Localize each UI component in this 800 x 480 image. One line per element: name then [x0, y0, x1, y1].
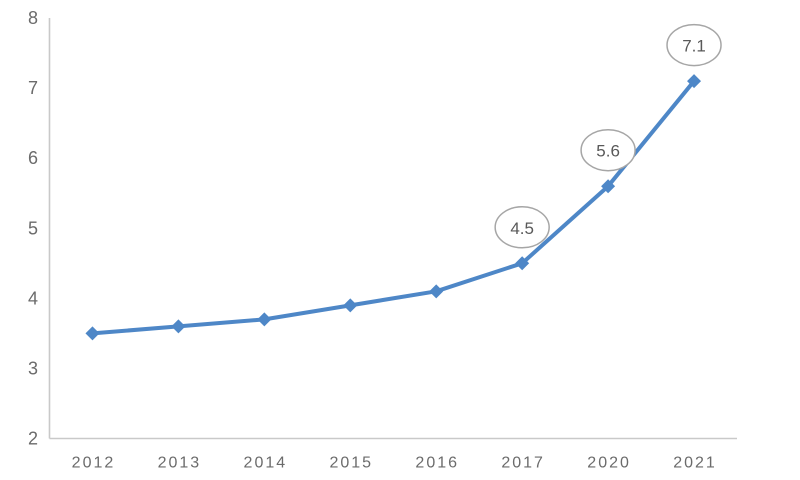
data-point-marker-2017: [515, 256, 530, 271]
annotation-value: 5.6: [596, 142, 620, 161]
y-tick-label: 8: [28, 8, 38, 28]
annotation-2020: 5.6: [580, 128, 636, 172]
x-axis-tick-labels: 2012 2013 2014 2015 2016 2017 2020 2021: [72, 455, 717, 472]
axes: [48, 18, 737, 440]
y-tick-label: 3: [28, 358, 38, 378]
x-tick-label: 2017: [501, 455, 545, 472]
annotation-2021: 7.1: [666, 23, 722, 67]
annotation-value: 4.5: [510, 219, 534, 238]
data-series: [85, 74, 702, 341]
y-tick-label: 4: [28, 288, 38, 308]
annotation-circle: [494, 206, 550, 249]
data-point-marker-2013: [171, 319, 186, 334]
x-tick-label: 2020: [587, 455, 631, 472]
x-tick-label: 2013: [158, 455, 202, 472]
x-tick-label: 2015: [329, 455, 373, 472]
annotation-value: 7.1: [682, 37, 706, 56]
y-tick-label: 5: [28, 218, 38, 238]
y-tick-label: 6: [28, 148, 38, 168]
annotation-callouts: 4.5 5.6 7.1: [494, 23, 722, 249]
annotation-circle: [666, 23, 722, 67]
x-tick-label: 2014: [244, 455, 288, 472]
series-line: [90, 79, 697, 336]
data-point-marker-2014: [257, 312, 272, 327]
x-tick-label: 2021: [673, 455, 717, 472]
data-point-marker-2020: [601, 179, 616, 194]
y-tick-label: 7: [28, 78, 38, 98]
data-point-marker-2015: [343, 298, 358, 313]
data-point-marker-2012: [85, 326, 100, 341]
data-point-marker-2021: [687, 74, 702, 89]
annotation-2017: 4.5: [494, 206, 550, 249]
y-tick-label: 2: [28, 429, 38, 449]
y-axis-tick-labels: 2 3 4 5 6 7 8: [28, 8, 38, 449]
annotation-circle: [580, 128, 636, 172]
x-tick-label: 2012: [72, 455, 116, 472]
data-point-marker-2016: [429, 284, 444, 299]
x-tick-label: 2016: [415, 455, 459, 472]
